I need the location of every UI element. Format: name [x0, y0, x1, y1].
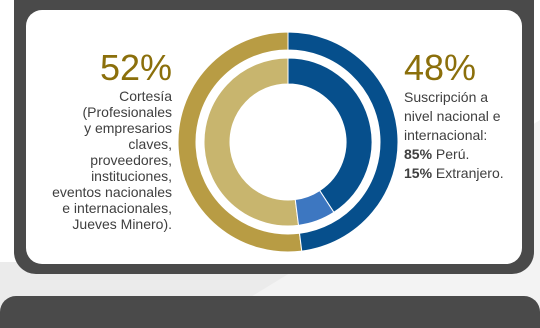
- ring-separator: [198, 52, 378, 232]
- breakdown-peru-pct: 85%: [404, 146, 433, 162]
- cortesia-line: eventos nacionales: [52, 184, 172, 200]
- inner-slice-cortesía: [203, 57, 300, 227]
- donut-chart: [177, 31, 399, 253]
- cortesia-percent: 52%: [99, 47, 172, 88]
- cortesia-line: instituciones,: [91, 168, 172, 184]
- laptop-base: [0, 296, 540, 328]
- breakdown-extranjero-pct: 15%: [404, 165, 433, 181]
- cortesia-line: Cortesía: [119, 88, 172, 104]
- cortesia-line: Jueves Minero).: [72, 216, 172, 232]
- cortesia-line: claves,: [128, 136, 172, 152]
- outer-slice-suscripción-a-nivel-nacional-e-internacional: [287, 31, 399, 252]
- suscripcion-line: internacional:: [404, 127, 488, 143]
- inner-slice-perú: [287, 57, 373, 214]
- suscripcion-description: Suscripción a nivel nacional e internaci…: [404, 88, 530, 183]
- breakdown-extranjero-label: Extranjero.: [432, 165, 504, 181]
- breakdown-extranjero: 15% Extranjero.: [404, 164, 530, 183]
- donut-hole: [232, 86, 344, 198]
- suscripcion-legend: 48% Suscripción a nivel nacional e inter…: [404, 50, 530, 183]
- cortesia-legend: 52% Cortesía (Profesionales y empresario…: [0, 47, 172, 233]
- suscripcion-percent: 48%: [404, 47, 477, 88]
- cortesia-line: (Profesionales: [82, 104, 173, 120]
- breakdown-peru: 85% Perú.: [404, 145, 530, 164]
- suscripcion-line: Suscripción a: [404, 89, 489, 105]
- breakdown-peru-label: Perú.: [432, 146, 470, 162]
- cortesia-line: proveedores,: [90, 152, 172, 168]
- cortesia-description: Cortesía (Profesionales y empresarios cl…: [0, 88, 172, 232]
- cortesia-line: y empresarios: [84, 120, 172, 136]
- inner-slice-extranjero: [294, 189, 335, 226]
- suscripcion-line: nivel nacional e: [404, 108, 501, 124]
- cortesia-line: e internacionales,: [62, 200, 172, 216]
